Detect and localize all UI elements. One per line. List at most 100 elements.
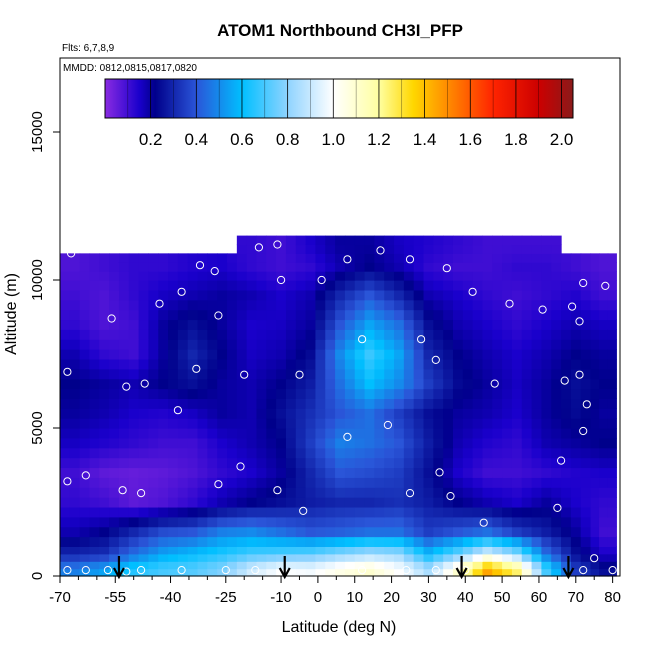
- heatmap-cell: [305, 561, 317, 570]
- heatmap-cell: [433, 408, 444, 419]
- heatmap-cell: [89, 568, 100, 577]
- heatmap-cell: [128, 271, 140, 281]
- heatmap-cell: [492, 253, 503, 263]
- heatmap-cell: [413, 309, 425, 321]
- heatmap-cell: [177, 408, 189, 419]
- heatmap-cell: [89, 378, 100, 390]
- heatmap-cell: [433, 497, 444, 508]
- heatmap-cell: [570, 536, 582, 547]
- heatmap-cell: [246, 467, 258, 478]
- heatmap-cell: [580, 467, 592, 478]
- heatmap-cell: [276, 309, 287, 321]
- heatmap-cell: [580, 271, 592, 281]
- heatmap-cell: [374, 561, 385, 570]
- heatmap-cell: [177, 526, 189, 538]
- heatmap-cell: [374, 506, 385, 518]
- heatmap-cell: [118, 568, 130, 577]
- heatmap-cell: [561, 408, 572, 419]
- heatmap-cell: [531, 378, 542, 390]
- heatmap-cell: [364, 477, 375, 488]
- heatmap-cell: [521, 506, 533, 518]
- heatmap-cell: [541, 516, 552, 528]
- heatmap-cell: [177, 309, 189, 321]
- heatmap-cell: [295, 553, 307, 562]
- heatmap-cell: [472, 553, 484, 562]
- heatmap-cell: [443, 447, 454, 459]
- heatmap-cell: [590, 467, 600, 478]
- heatmap-cell: [570, 309, 582, 321]
- heatmap-cell: [364, 388, 375, 399]
- heatmap-cell: [511, 506, 523, 518]
- heatmap-cell: [128, 516, 140, 528]
- heatmap-cell: [177, 319, 189, 330]
- heatmap-cell: [335, 568, 346, 577]
- heatmap-cell: [69, 329, 81, 340]
- heatmap-cell: [462, 388, 474, 399]
- heatmap-cell: [128, 437, 140, 449]
- heatmap-cell: [599, 487, 609, 498]
- heatmap-cell: [511, 536, 523, 547]
- heatmap-cell: [433, 253, 444, 263]
- sample-point: [343, 255, 352, 264]
- heatmap-cell: [433, 428, 444, 439]
- heatmap-cell: [256, 329, 267, 340]
- heatmap-cell: [217, 368, 228, 380]
- heatmap-cell: [472, 408, 484, 419]
- heatmap-cell: [177, 262, 189, 272]
- heatmap-cell: [335, 244, 346, 254]
- heatmap-cell: [128, 368, 140, 380]
- heatmap-cell: [394, 497, 405, 508]
- heatmap-cell: [551, 235, 562, 246]
- heatmap-cell: [374, 467, 385, 478]
- heatmap-cell: [413, 561, 425, 570]
- heatmap-cell: [521, 546, 533, 555]
- heatmap-cell: [69, 516, 81, 528]
- heatmap-cell: [335, 467, 346, 478]
- heatmap-cell: [502, 368, 513, 380]
- heatmap-cell: [423, 568, 434, 577]
- heatmap-cell: [227, 447, 238, 459]
- heatmap-cell: [148, 437, 159, 449]
- heatmap-cell: [354, 553, 366, 562]
- heatmap-cell: [138, 289, 150, 301]
- heatmap-cell: [168, 561, 179, 570]
- heatmap-cell: [344, 262, 356, 272]
- heatmap-cell: [492, 553, 503, 562]
- heatmap-cell: [89, 280, 100, 291]
- heatmap-cell: [197, 329, 208, 340]
- heatmap-cell: [384, 467, 395, 478]
- sample-point: [435, 468, 444, 477]
- heatmap-cell: [374, 568, 385, 577]
- heatmap-cell: [138, 561, 150, 570]
- heatmap-cell: [246, 329, 258, 340]
- heatmap-cell: [128, 299, 140, 311]
- heatmap-cell: [561, 546, 572, 555]
- heatmap-cell: [551, 319, 562, 330]
- heatmap-cell: [158, 546, 169, 555]
- heatmap-cell: [511, 568, 523, 577]
- heatmap-cell: [433, 358, 444, 370]
- heatmap-cell: [413, 262, 425, 272]
- heatmap-cell: [99, 349, 110, 360]
- heatmap-cell: [109, 271, 120, 281]
- heatmap-cell: [551, 477, 562, 488]
- heatmap-cell: [551, 358, 562, 370]
- heatmap-cell: [109, 568, 120, 577]
- heatmap-cell: [158, 457, 169, 469]
- heatmap-cell: [590, 506, 600, 518]
- heatmap-cell: [384, 516, 395, 528]
- heatmap-cell: [305, 457, 317, 469]
- heatmap-cell: [187, 319, 199, 330]
- heatmap-cell: [335, 497, 346, 508]
- sample-point: [442, 264, 451, 273]
- heatmap-cell: [158, 437, 169, 449]
- heatmap-cell: [607, 418, 617, 429]
- heatmap-cell: [344, 309, 356, 321]
- heatmap-cell: [561, 339, 572, 350]
- heatmap-cell: [354, 388, 366, 399]
- heatmap-cell: [443, 271, 454, 281]
- heatmap-cell: [109, 339, 120, 350]
- heatmap-cell: [148, 358, 159, 370]
- heatmap-cell: [335, 398, 346, 409]
- sample-point: [122, 382, 131, 391]
